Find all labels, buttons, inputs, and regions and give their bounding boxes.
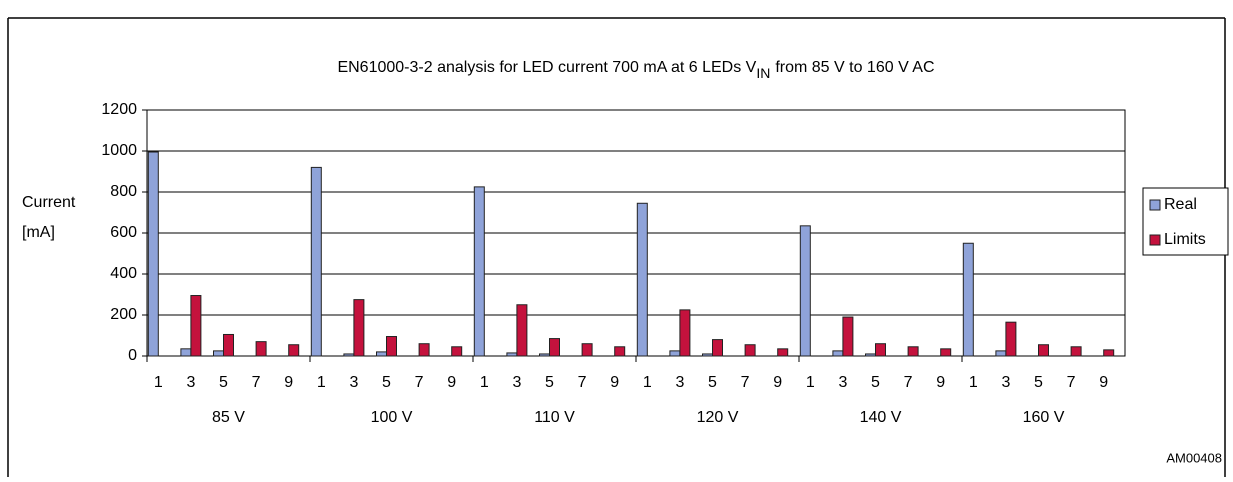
bar [376,351,387,357]
x-tick-label: 5 [708,374,717,391]
x-group-label: 110 V [534,409,575,426]
x-tick-label: 1 [806,374,815,391]
x-tick-label: 1 [643,374,652,391]
bar [190,295,202,357]
bar [516,304,528,357]
x-tick-label: 7 [1067,374,1076,391]
title-text-after: from 85 V to 160 V AC [775,59,934,76]
bar [865,353,876,357]
y-tick-label: 0 [128,347,137,364]
bar [310,166,322,357]
bar [1038,344,1049,357]
x-tick-label: 3 [512,374,521,391]
bar [777,348,789,357]
x-tick-label: 9 [447,374,456,391]
title-text: EN61000-3-2 analysis for LED current 700… [337,59,756,76]
x-tick-label: 9 [773,374,782,391]
x-tick-label: 7 [578,374,587,391]
x-group-label: 140 V [860,409,902,426]
bar [506,352,518,357]
y-axis-label: Current [22,194,76,211]
x-tick-label: 7 [252,374,261,391]
bar [147,151,159,357]
x-tick-label: 5 [382,374,391,391]
bar [581,343,593,357]
x-tick-label: 1 [969,374,978,391]
bar [343,353,355,357]
bar [353,299,365,357]
bar [962,242,974,357]
legend-swatch [1149,199,1161,211]
bar [386,336,397,357]
bar [744,344,756,357]
bar [799,225,811,357]
y-tick-label: 800 [110,183,137,200]
bar [255,341,267,357]
bar [842,316,854,357]
legend-swatch [1149,234,1161,246]
bar [636,202,648,357]
bar [679,309,691,357]
legend-label: Real [1164,196,1197,213]
bar [549,338,560,357]
x-tick-label: 5 [219,374,228,391]
chart-title: EN61000-3-2 analysis for LED current 700… [337,59,934,80]
x-tick-label: 3 [1001,374,1010,391]
y-tick-label: 1000 [101,142,137,159]
y-tick-label: 1200 [101,101,137,118]
bar [907,346,919,357]
bar [180,348,192,357]
legend-label: Limits [1164,231,1206,248]
y-axis-label: [mA] [22,224,55,241]
bar [1005,321,1017,357]
bar [875,343,886,357]
x-tick-label: 7 [741,374,750,391]
bar [712,339,723,357]
y-tick-label: 600 [110,224,137,241]
bar [940,348,952,357]
x-tick-label: 9 [1099,374,1108,391]
x-tick-label: 1 [480,374,489,391]
x-tick-label: 5 [1034,374,1043,391]
x-tick-label: 3 [838,374,847,391]
x-group-label: 120 V [697,409,739,426]
x-tick-label: 5 [871,374,880,391]
x-tick-label: 9 [936,374,945,391]
y-tick-label: 200 [110,306,137,323]
title-subscript: IN [756,65,770,81]
x-tick-label: 7 [904,374,913,391]
y-tick-label: 400 [110,265,137,282]
bar [1103,349,1115,357]
x-tick-label: 3 [349,374,358,391]
x-tick-label: 9 [610,374,619,391]
bar [539,353,550,357]
bar [451,346,463,357]
x-tick-label: 1 [317,374,326,391]
x-tick-label: 9 [284,374,293,391]
x-tick-label: 1 [154,374,163,391]
x-tick-label: 3 [186,374,195,391]
bar [832,350,844,357]
footer: AM00408 [1166,450,1222,465]
x-group-label: 85 V [212,409,245,426]
x-group-label: 160 V [1023,409,1065,426]
bar [223,333,234,357]
x-tick-label: 3 [675,374,684,391]
bar [995,350,1007,357]
bar [1070,346,1082,357]
x-group-label: 100 V [371,409,413,426]
bar [418,343,430,357]
bar [614,346,626,357]
bar [288,344,300,357]
bar [702,353,713,357]
x-tick-label: 5 [545,374,554,391]
bar [213,350,224,357]
bar [669,350,681,357]
bar [473,186,485,357]
x-tick-label: 7 [415,374,424,391]
